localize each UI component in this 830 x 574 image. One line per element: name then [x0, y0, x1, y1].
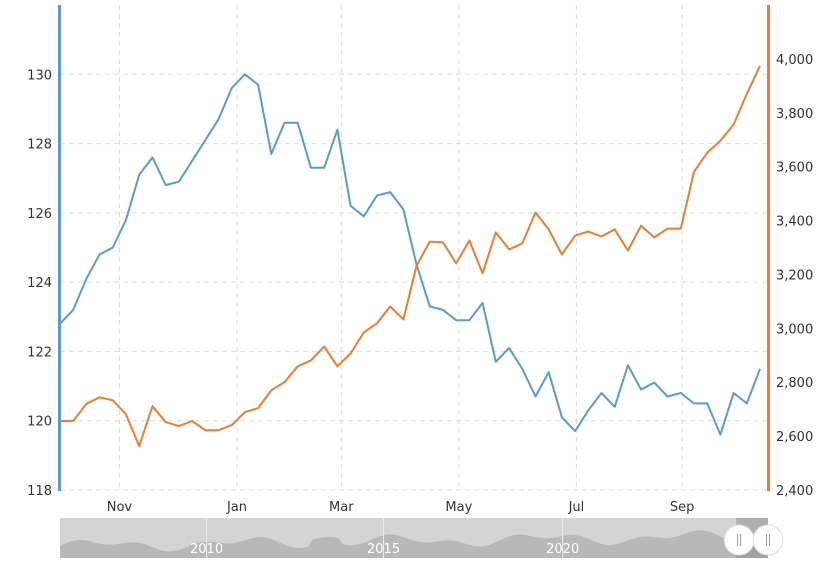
x-tick-label: Jul: [568, 500, 585, 515]
left-tick-label: 120: [27, 415, 52, 430]
x-tick-label: May: [445, 500, 472, 515]
left-tick-label: 128: [27, 138, 52, 153]
navigator-year-label: 2010: [190, 542, 223, 557]
left-series-line: [59, 73, 761, 436]
navigator[interactable]: 2010 2015 2020: [60, 518, 784, 558]
navigator-left-handle[interactable]: [723, 524, 755, 556]
x-tick-label: Nov: [107, 500, 133, 515]
left-axis-line: [58, 5, 61, 491]
right-tick-label: 2,800: [776, 376, 813, 391]
navigator-year-label: 2015: [367, 542, 400, 557]
right-tick-label: 3,800: [776, 107, 813, 122]
right-tick-label: 3,400: [776, 215, 813, 230]
left-tick-label: 126: [27, 207, 52, 222]
x-axis-ticks: Nov Jan Mar May Jul Sep: [107, 500, 695, 515]
left-axis-ticks: 118 120 122 124 126 128 130: [27, 68, 52, 499]
left-tick-label: 130: [27, 68, 52, 83]
navigator-area: [60, 530, 768, 558]
grid: [60, 5, 768, 491]
left-tick-label: 124: [27, 276, 52, 291]
navigator-right-handle[interactable]: [752, 524, 784, 556]
right-tick-label: 3,600: [776, 161, 813, 176]
left-tick-label: 118: [27, 484, 52, 499]
x-tick-label: Mar: [329, 500, 354, 515]
right-tick-label: 4,000: [776, 53, 813, 68]
right-tick-label: 3,200: [776, 268, 813, 283]
right-axis-line: [767, 5, 770, 491]
x-tick-label: Sep: [670, 500, 695, 515]
series-lines: [59, 65, 761, 448]
right-tick-label: 2,600: [776, 430, 813, 445]
right-series-line: [60, 65, 761, 448]
right-tick-label: 2,400: [776, 484, 813, 499]
x-tick-label: Jan: [226, 500, 247, 515]
right-tick-label: 3,000: [776, 322, 813, 337]
navigator-year-label: 2020: [546, 542, 579, 557]
right-axis-ticks: 2,400 2,600 2,800 3,000 3,200 3,400 3,600 3,800…: [776, 53, 813, 499]
left-tick-label: 122: [27, 345, 52, 360]
